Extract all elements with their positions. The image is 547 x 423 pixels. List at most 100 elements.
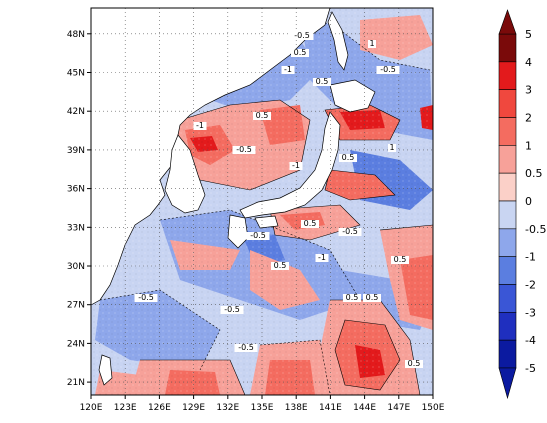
colorbar-segment xyxy=(498,339,517,369)
contour-label: 0.5 xyxy=(346,293,359,302)
contour-label: 0.5 xyxy=(394,255,407,264)
contour-label: -1 xyxy=(196,121,204,130)
colorbar-segment xyxy=(498,89,517,118)
colorbar-segment xyxy=(498,117,517,146)
colorbar-label: -1 xyxy=(525,251,536,264)
lat-tick-label: 24N xyxy=(67,339,85,349)
contour-label-bg xyxy=(388,144,396,152)
colorbar-segment xyxy=(498,172,517,202)
contour-label: -1 xyxy=(318,253,326,262)
contour-label-bg xyxy=(339,154,357,162)
colorbar-label: -5 xyxy=(525,362,536,375)
lat-tick-label: 42N xyxy=(67,107,85,117)
contour-label-bg xyxy=(232,146,256,154)
lon-tick-label: 126E xyxy=(148,403,171,413)
lat-tick-label: 30N xyxy=(67,262,85,272)
contour-label-bg xyxy=(220,306,244,314)
colorbar-label: -2 xyxy=(525,279,536,292)
colorbar-segment xyxy=(498,33,517,63)
colorbar-segment xyxy=(498,312,517,341)
contour-label: -0.5 xyxy=(238,343,254,352)
contour-label: 0.5 xyxy=(256,111,269,120)
contour-label-bg xyxy=(234,344,258,352)
lon-tick-label: 123E xyxy=(114,403,137,413)
colorbar: 5 4 3 2 1 0.5 0 -0.5 -1 -2 -3 -4 -5 xyxy=(498,9,546,400)
colorbar-label: 3 xyxy=(525,84,532,97)
lon-tick-label: 141E xyxy=(319,403,342,413)
contour-label-bg xyxy=(281,66,295,74)
contour-label-bg xyxy=(290,32,314,40)
graticule xyxy=(91,8,433,395)
contour-label: -1 xyxy=(292,161,300,170)
lat-tick-label: 33N xyxy=(67,223,85,233)
longitude-axis: 120E 123E 126E 129E 132E 135E 138E 141E 144E 147E… xyxy=(80,395,445,413)
colorbar-segment xyxy=(498,145,517,174)
lon-tick-label: 129E xyxy=(182,403,205,413)
contour-label: 0.5 xyxy=(342,153,355,162)
colorbar-label: 0 xyxy=(525,195,532,208)
contour-label-bg xyxy=(193,122,207,130)
lon-tick-label: 120E xyxy=(80,403,103,413)
contour-label: -0.5 xyxy=(342,227,358,236)
contour-label: -0.5 xyxy=(380,65,396,74)
lon-tick-label: 147E xyxy=(387,403,410,413)
colorbar-label: 0.5 xyxy=(525,167,543,180)
contour-label-bg xyxy=(376,66,400,74)
hokkaido-island xyxy=(329,79,376,113)
colorbar-segment xyxy=(498,284,517,313)
lon-tick-label: 150E xyxy=(422,403,445,413)
contour-label: 1 xyxy=(369,39,374,48)
contour-label-bg xyxy=(301,220,319,228)
contour-label: 0.5 xyxy=(274,261,287,270)
lon-tick-label: 135E xyxy=(251,403,274,413)
contour-label-bg xyxy=(338,228,362,236)
korean-peninsula xyxy=(164,134,206,214)
colorbar-segment xyxy=(498,228,517,257)
contour-label: -0.5 xyxy=(250,231,266,240)
contour-label-bg xyxy=(363,294,381,302)
contour-label: -0.5 xyxy=(294,31,310,40)
contour-label-bg xyxy=(315,254,329,262)
colorbar-segment xyxy=(498,61,517,90)
colorbar-label: 4 xyxy=(525,56,532,69)
contour-label: 1 xyxy=(389,143,394,152)
lat-tick-label: 36N xyxy=(67,185,85,195)
latitude-axis: 21N 24N 27N 30N 33N 36N 39N 42N 45N 48N xyxy=(67,30,91,388)
contour-label: 0.5 xyxy=(366,293,379,302)
contour-label-bg xyxy=(134,294,158,302)
contour-label: 0.5 xyxy=(316,77,329,86)
colorbar-bottom-arrow xyxy=(498,367,517,400)
contour-label: -0.5 xyxy=(236,145,252,154)
colorbar-label: 5 xyxy=(525,28,532,41)
contour-label-bg xyxy=(271,262,289,270)
contour-label-bg xyxy=(246,232,270,240)
lat-tick-label: 48N xyxy=(67,30,85,40)
contour-label: -0.5 xyxy=(224,305,240,314)
contour-label-bg xyxy=(405,360,423,368)
colorbar-segment xyxy=(498,200,517,230)
colorbar-label: -3 xyxy=(525,306,536,319)
lat-tick-label: 39N xyxy=(67,146,85,156)
colorbar-label: -0.5 xyxy=(525,223,546,236)
landmass xyxy=(91,8,376,386)
lon-tick-label: 138E xyxy=(285,403,308,413)
colorbar-top-arrow xyxy=(498,9,517,35)
lat-tick-label: 45N xyxy=(67,69,85,79)
contour-label: 0.5 xyxy=(408,359,421,368)
contour-labels: -0.5 -1 0.5 1 -0.5 0.5 -1 0.5 -0.5 -1 0.5 1 -0.5 0.5 -… xyxy=(134,31,423,368)
contour-label: -1 xyxy=(284,65,292,74)
colorbar-label: 1 xyxy=(525,139,532,152)
contour-label-bg xyxy=(343,294,361,302)
taiwan-island xyxy=(98,354,113,386)
contour-label-bg xyxy=(291,49,309,57)
colorbar-label: 2 xyxy=(525,112,532,125)
contour-label-bg xyxy=(313,78,331,86)
contour-label-bg xyxy=(368,40,376,48)
contour-label-bg xyxy=(391,256,409,264)
lat-tick-label: 27N xyxy=(67,301,85,311)
colorbar-segment xyxy=(498,256,517,285)
contour-label-bg xyxy=(253,112,271,120)
lon-tick-label: 144E xyxy=(353,403,376,413)
contour-label-bg xyxy=(289,162,303,170)
